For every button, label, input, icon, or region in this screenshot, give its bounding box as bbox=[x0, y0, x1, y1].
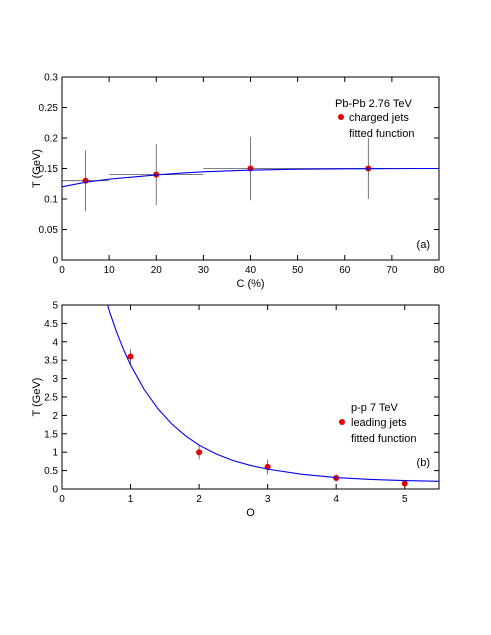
y-tick-label: 0.05 bbox=[39, 225, 59, 236]
fit-curve bbox=[62, 167, 439, 188]
y-tick-label: 4.5 bbox=[44, 319, 58, 330]
plot-frame bbox=[61, 304, 440, 490]
y-tick-label: 1.5 bbox=[44, 429, 58, 440]
y-tick-label: 0.15 bbox=[39, 164, 59, 175]
x-tick-label: 30 bbox=[198, 265, 210, 276]
x-tick-label: 70 bbox=[386, 265, 398, 276]
x-axis-label: C (%) bbox=[236, 278, 264, 290]
panel-a-chart: 0 10 20 30 40 50 60 70 80 0 0.05 0.1 0.15 0.2 0.25 0.3 C… bbox=[31, 73, 445, 291]
data-point bbox=[196, 449, 203, 456]
y-tick-label: 2.5 bbox=[44, 393, 58, 404]
y-axis-label: T (GeV) bbox=[31, 149, 43, 188]
y-tick-label: 0.5 bbox=[44, 466, 58, 477]
x-tick-label: 20 bbox=[151, 265, 163, 276]
x-tick-label: 60 bbox=[339, 265, 351, 276]
y-tick-label: 0.25 bbox=[39, 103, 59, 114]
data-point bbox=[401, 480, 408, 487]
x-tick-label: 0 bbox=[59, 494, 65, 505]
legend-marker bbox=[339, 419, 345, 425]
x-tick-label: 1 bbox=[128, 494, 134, 505]
legend-entry-curve: fitted function bbox=[351, 433, 416, 445]
legend-marker bbox=[338, 114, 344, 120]
legend-title: p-p 7 TeV bbox=[351, 402, 399, 414]
legend-entry-points: leading jets bbox=[351, 417, 407, 429]
x-tick-label: 4 bbox=[333, 494, 339, 505]
data-point bbox=[127, 353, 134, 360]
y-tick-label: 2 bbox=[52, 411, 58, 422]
x-tick-label: 80 bbox=[433, 265, 445, 276]
y-tick-label: 3.5 bbox=[44, 356, 58, 367]
x-tick-label: 3 bbox=[265, 494, 271, 505]
x-axis-label: O bbox=[246, 507, 255, 519]
panel-tag: (b) bbox=[417, 457, 430, 469]
y-tick-label: 0 bbox=[52, 485, 58, 496]
y-tick-label: 5 bbox=[52, 301, 58, 312]
y-tick-label: 0 bbox=[52, 256, 58, 267]
y-tick-label: 0.2 bbox=[44, 134, 58, 145]
x-tick-label: 5 bbox=[402, 494, 408, 505]
panel-tag: (a) bbox=[417, 239, 430, 251]
fit-curve bbox=[107, 305, 439, 482]
y-tick-label: 0.3 bbox=[44, 73, 58, 84]
y-tick-label: 3 bbox=[52, 374, 58, 385]
plot-area bbox=[62, 136, 439, 212]
y-tick-label: 1 bbox=[52, 448, 58, 459]
x-tick-label: 0 bbox=[59, 265, 65, 276]
x-tick-label: 2 bbox=[196, 494, 202, 505]
legend: p-p 7 TeV leading jets fitted function bbox=[339, 402, 416, 445]
y-tick-label: 0.1 bbox=[44, 195, 58, 206]
legend-entry-curve: fitted function bbox=[349, 128, 414, 140]
y-tick-label: 4 bbox=[52, 337, 58, 348]
y-axis-label: T (GeV) bbox=[31, 378, 43, 417]
plot-area bbox=[107, 305, 439, 488]
x-tick-label: 50 bbox=[292, 265, 304, 276]
legend: Pb-Pb 2.76 TeV charged jets fitted functio… bbox=[335, 98, 414, 140]
x-tick-label: 10 bbox=[104, 265, 116, 276]
legend-title: Pb-Pb 2.76 TeV bbox=[335, 98, 413, 110]
x-tick-label: 40 bbox=[245, 265, 257, 276]
legend-entry-points: charged jets bbox=[349, 112, 409, 124]
